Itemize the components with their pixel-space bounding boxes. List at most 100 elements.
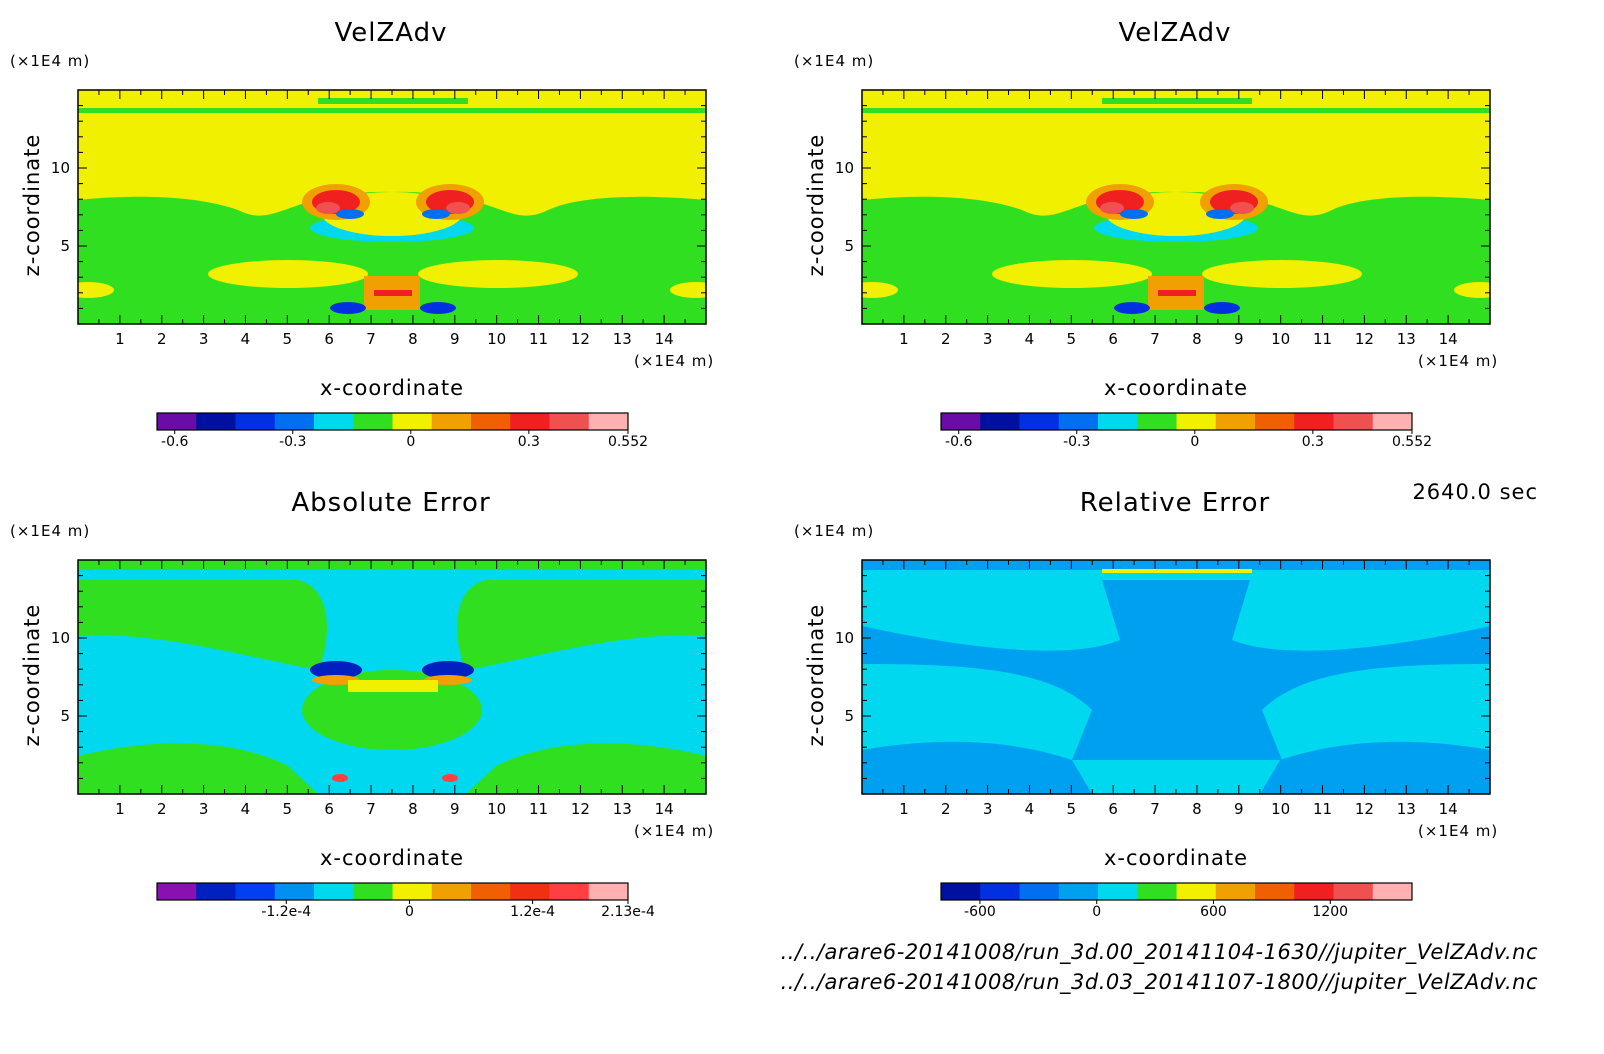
x-tick-label: 6 xyxy=(324,330,334,348)
y-unit-label: (×1E4 m) xyxy=(794,52,875,70)
colorbar-segment xyxy=(196,413,236,430)
colorbar-tick-label: 0 xyxy=(1190,434,1200,450)
colorbar-tick-label: -600 xyxy=(964,904,996,920)
x-tick-label: 1 xyxy=(899,800,909,818)
x-tick-label: 13 xyxy=(612,800,632,818)
x-tick-label: 2 xyxy=(156,800,167,818)
colorbar-tick-label: -1.2e-4 xyxy=(261,904,312,920)
x-tick-label: 9 xyxy=(450,800,460,818)
x-axis-label: x-coordinate xyxy=(1103,846,1248,870)
x-tick-label: 5 xyxy=(1066,800,1077,818)
colorbar-segment xyxy=(1058,413,1099,430)
x-tick-label: 10 xyxy=(1271,800,1291,818)
colorbar-segment xyxy=(1255,883,1295,900)
y-tick-label: 5 xyxy=(844,237,854,255)
colorbar-segment xyxy=(588,883,629,900)
x-tick-label: 1 xyxy=(115,800,125,818)
x-tick-label: 9 xyxy=(1234,330,1244,348)
colorbar-tick-label: 1200 xyxy=(1312,904,1349,920)
colorbar-tick-label: 0 xyxy=(1092,904,1102,920)
x-tick-label: 12 xyxy=(570,800,590,818)
colorbar-segment xyxy=(274,413,315,430)
colorbar-segment xyxy=(1176,413,1217,430)
colorbar xyxy=(156,882,629,904)
colorbar-segment xyxy=(471,883,511,900)
colorbar-segment xyxy=(549,413,590,430)
chart-svg xyxy=(77,559,707,904)
y-axis-label: z-coordinate xyxy=(20,133,44,277)
x-tick-label: 9 xyxy=(450,330,460,348)
x-tick-label: 4 xyxy=(1024,330,1035,348)
colorbar-segment xyxy=(235,883,276,900)
panel-top-right: VelZAdv (×1E4 m) 1 2 3 4 5 6 7 8 9 10 11 12 13 14 5 10 (×1… xyxy=(784,0,1566,470)
x-axis-label: x-coordinate xyxy=(1103,376,1248,400)
colorbar-segment xyxy=(588,413,629,430)
colorbar-segment xyxy=(1372,883,1413,900)
colorbar-segment xyxy=(980,883,1020,900)
x-tick-label: 14 xyxy=(654,800,674,818)
panel-top-left: VelZAdv (×1E4 m) 1 2 3 4 5 6 7 8 9 10 11 12 13 14 5 10 (×1… xyxy=(0,0,782,470)
colorbar-segment xyxy=(353,413,393,430)
colorbar-segment xyxy=(1137,883,1177,900)
colorbar-segment xyxy=(431,413,472,430)
x-tick-label: 13 xyxy=(612,330,632,348)
colorbar-segment xyxy=(392,413,433,430)
x-tick-label: 9 xyxy=(1234,800,1244,818)
x-tick-label: 7 xyxy=(366,330,376,348)
x-tick-label: 3 xyxy=(198,330,209,348)
x-tick-label: 1 xyxy=(899,330,909,348)
colorbar-segment xyxy=(1294,413,1334,430)
y-axis-label: z-coordinate xyxy=(20,603,44,747)
colorbar-tick-label: 1.2e-4 xyxy=(510,904,555,920)
colorbar-segment xyxy=(1255,413,1295,430)
colorbar-segment xyxy=(314,883,354,900)
colorbar-segment xyxy=(196,883,236,900)
colorbar xyxy=(940,882,1413,904)
colorbar-tick-label: 600 xyxy=(1200,904,1227,920)
colorbar-segment xyxy=(1058,883,1099,900)
colorbar-segment xyxy=(1176,883,1217,900)
x-tick-label: 11 xyxy=(1312,800,1333,818)
x-axis-label: x-coordinate xyxy=(319,376,464,400)
x-tick-label: 8 xyxy=(408,330,418,348)
x-tick-label: 12 xyxy=(1354,800,1374,818)
colorbar-segment xyxy=(1333,883,1374,900)
colorbar-tick-label: -0.6 xyxy=(945,434,973,450)
colorbar-segment xyxy=(431,883,472,900)
y-tick-label: 10 xyxy=(50,159,70,177)
y-tick-label: 10 xyxy=(834,159,854,177)
y-axis-label: z-coordinate xyxy=(804,133,828,277)
x-tick-label: 11 xyxy=(1312,330,1333,348)
x-tick-label: 3 xyxy=(198,800,209,818)
x-tick-label: 8 xyxy=(1192,330,1202,348)
x-tick-label: 5 xyxy=(1066,330,1077,348)
x-tick-label: 6 xyxy=(324,800,334,818)
chart-title: VelZAdv xyxy=(334,18,448,48)
x-tick-label: 2 xyxy=(940,330,951,348)
chart-title: Relative Error xyxy=(1079,488,1271,518)
colorbar-segment xyxy=(235,413,276,430)
colorbar-segment xyxy=(1215,413,1256,430)
x-tick-label: 10 xyxy=(1271,330,1291,348)
colorbar-segment xyxy=(157,883,197,900)
x-tick-label: 12 xyxy=(570,330,590,348)
x-tick-label: 14 xyxy=(1438,330,1458,348)
heatmap-field xyxy=(862,560,1490,794)
x-tick-label: 13 xyxy=(1396,330,1416,348)
time-label: 2640.0 sec xyxy=(1412,480,1538,504)
colorbar-segment xyxy=(1098,413,1138,430)
chart-svg xyxy=(77,89,707,434)
colorbar-segment xyxy=(941,413,981,430)
y-unit-label: (×1E4 m) xyxy=(794,522,875,540)
y-axis-label: z-coordinate xyxy=(804,603,828,747)
x-tick-label: 3 xyxy=(982,330,993,348)
panel-bottom-right: Relative Error (×1E4 m) 1 2 3 4 5 6 7 8 9 10 11 12 13 1… xyxy=(784,470,1566,940)
colorbar-tick-label: 0.3 xyxy=(517,434,540,450)
colorbar-segment xyxy=(510,413,550,430)
colorbar-segment xyxy=(1019,883,1060,900)
x-tick-label: 5 xyxy=(282,800,293,818)
chart-title: Absolute Error xyxy=(291,488,491,518)
x-tick-label: 2 xyxy=(156,330,167,348)
colorbar-segment xyxy=(1333,413,1374,430)
x-tick-label: 7 xyxy=(1150,330,1160,348)
